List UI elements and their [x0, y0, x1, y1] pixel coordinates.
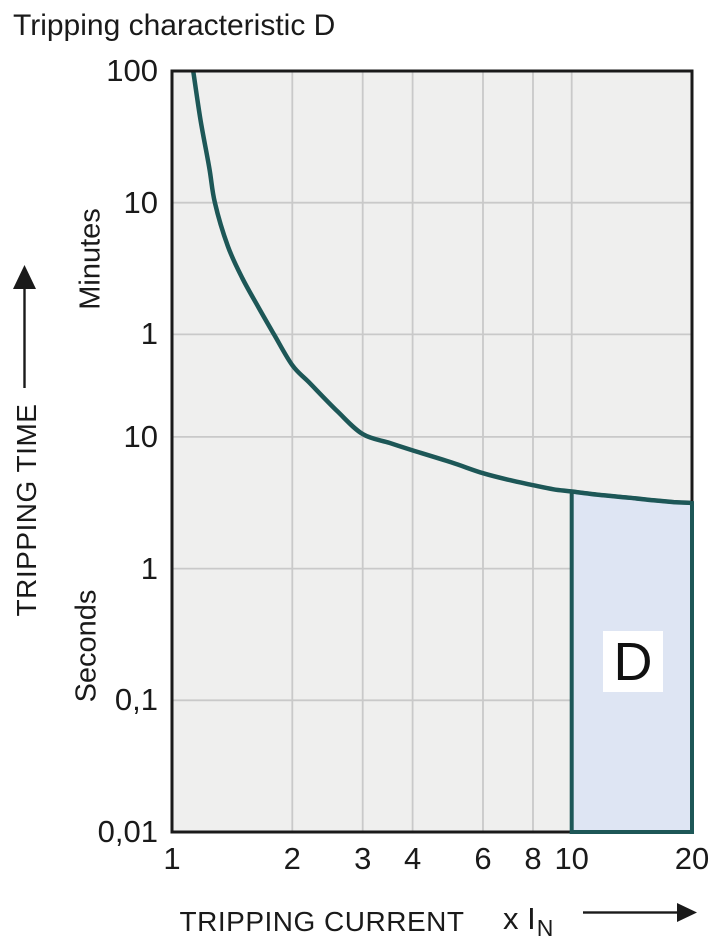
- y-axis-up-arrow-icon: [13, 265, 36, 388]
- page-title: Tripping characteristic D: [13, 9, 336, 42]
- x-tick-label: 4: [403, 841, 422, 876]
- y-unit-minutes: Minutes: [74, 208, 107, 310]
- x-axis-right-arrow-icon: [583, 903, 697, 922]
- y-tick-label: 100: [106, 53, 158, 88]
- y-tick-label: 1: [140, 550, 158, 586]
- y-tick-label: 0,1: [114, 682, 158, 718]
- y-tick-label: 10: [123, 184, 158, 220]
- x-tick-label: 3: [354, 841, 372, 876]
- tripping-curve: [191, 72, 691, 506]
- y-axis-title: TRIPPING TIME: [11, 403, 42, 617]
- y-tick-label: 1: [140, 316, 158, 352]
- x-tick-label: 6: [474, 841, 492, 876]
- x-tick-label: 20: [674, 841, 710, 876]
- x-unit-subscript: N: [536, 915, 554, 941]
- x-unit-prefix: x I: [503, 901, 536, 936]
- x-axis-title: TRIPPING CURRENT: [179, 906, 465, 937]
- x-tick-label: 8: [524, 841, 542, 876]
- x-tick-label: 2: [283, 841, 301, 876]
- plot-frame: [170, 69, 694, 834]
- x-tick-label: 1: [163, 841, 181, 876]
- x-unit-label: x IN: [503, 900, 554, 941]
- x-tick-label: 10: [554, 841, 589, 876]
- region-label: D: [603, 631, 663, 692]
- y-tick-label: 0,01: [97, 814, 158, 849]
- y-tick-label: 10: [123, 418, 158, 454]
